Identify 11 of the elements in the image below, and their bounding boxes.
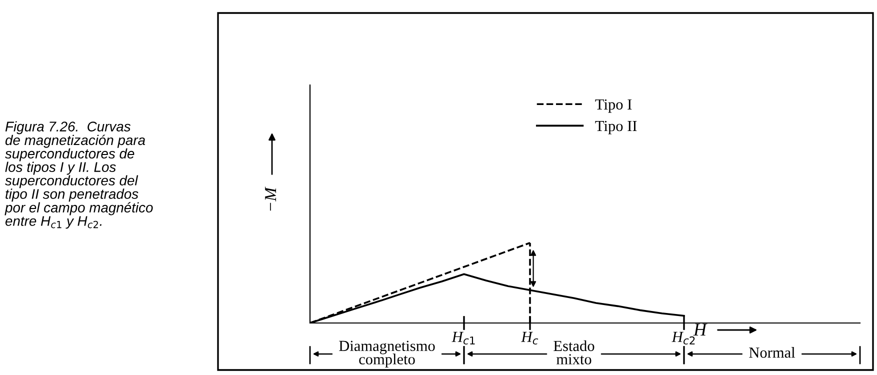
- text: Figura 7.26. Curvas de magnetización para superconductores de los tipos I y II. Los superconductores del tipo II son penetrados por el campo magnético entre H$_{c1}$ y H$_{c2}$.: [4, 121, 153, 229]
- text: Estado mixto: [554, 340, 594, 364]
- y-axis-title: −M: [265, 186, 276, 211]
- x-tick-label: H$_{c}$: [521, 332, 538, 345]
- x-axis-title: H: [693, 324, 708, 336]
- x-tick-label: H$_{c2}$: [672, 332, 695, 345]
- legend-label: Tipo II: [595, 120, 637, 134]
- text: Normal: [749, 347, 796, 358]
- legend-label: Tipo I: [595, 99, 632, 113]
- text: Diamagnetismo completo: [339, 340, 435, 368]
- x-tick-label: H$_{c1}$: [452, 332, 475, 345]
